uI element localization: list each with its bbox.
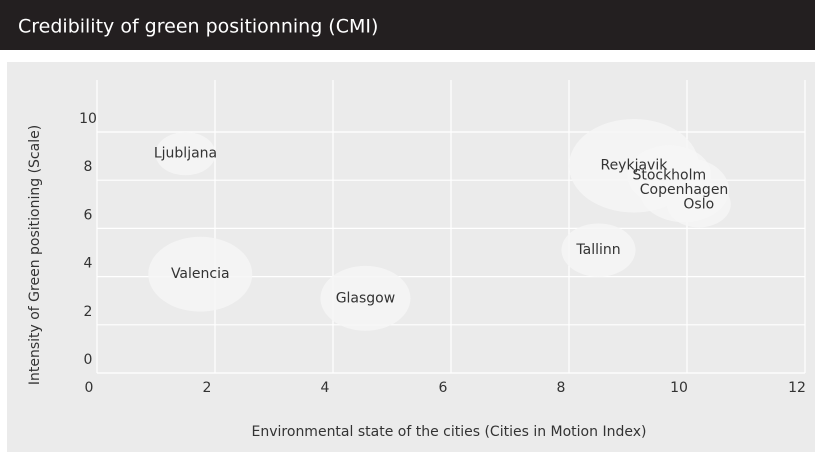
bubble-label: Copenhagen (640, 182, 729, 198)
bubble (155, 132, 216, 176)
y-tick-label: 4 (84, 256, 93, 272)
y-axis-label: Intensity of Green positioning (Scale) (27, 125, 43, 385)
bubble (561, 223, 636, 277)
y-tick-label: 8 (84, 159, 93, 175)
x-tick-label: 0 (85, 380, 94, 396)
y-tick-label: 2 (84, 304, 93, 320)
x-tick-label: 2 (203, 380, 212, 396)
x-tick-label: 12 (788, 380, 806, 396)
chart-title: Credibility of green positionning (CMI) (18, 16, 378, 38)
bubble-label: Tallinn (575, 242, 620, 258)
bubble-label: Valencia (171, 266, 230, 282)
bubble-label: Ljubljana (154, 146, 217, 162)
bubble (666, 181, 731, 228)
plot-panel (7, 62, 815, 452)
x-axis-label: Environmental state of the cities (Citie… (252, 424, 647, 440)
bubble-label: Reykjavik (600, 158, 668, 174)
bubble-label: Glasgow (336, 290, 396, 306)
x-tick-label: 4 (321, 380, 330, 396)
bubble-label: Stockholm (632, 167, 706, 183)
x-tick-label: 8 (557, 380, 566, 396)
y-tick-label: 0 (84, 352, 93, 368)
x-tick-label: 6 (439, 380, 448, 396)
y-tick-label: 10 (79, 111, 97, 127)
bubble (320, 265, 411, 331)
title-bar (0, 0, 815, 50)
bubble-label: Oslo (683, 196, 714, 212)
x-tick-label: 10 (670, 380, 688, 396)
bubble (148, 236, 253, 312)
y-tick-label: 6 (84, 207, 93, 223)
